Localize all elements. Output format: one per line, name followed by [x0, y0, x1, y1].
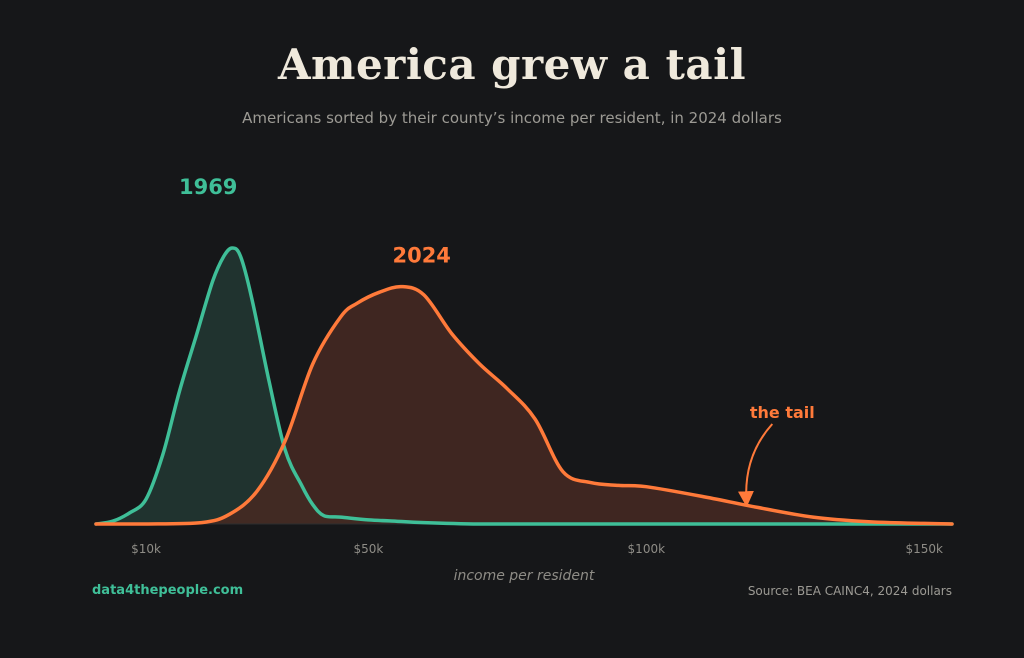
series-label-2024: 2024: [392, 244, 450, 268]
page-title: America grew a tail: [277, 40, 747, 89]
x-axis-label: income per resident: [454, 568, 595, 584]
page-subtitle: Americans sorted by their county’s incom…: [242, 109, 782, 127]
brand-link[interactable]: data4thepeople.com: [92, 583, 244, 598]
x-tick-label: $150k: [905, 542, 943, 556]
series-line-1969: [94, 246, 954, 526]
x-tick-label: $10k: [131, 542, 161, 556]
area-fill-1969: [96, 248, 952, 524]
series-label-1969: 1969: [179, 175, 237, 199]
source-note: Source: BEA CAINC4, 2024 dollars: [747, 584, 952, 598]
x-tick-label: $100k: [628, 542, 666, 556]
annotation-the-tail: the tail: [750, 403, 815, 422]
annotation-arrow: [737, 423, 774, 508]
x-tick-label: $50k: [353, 542, 383, 556]
